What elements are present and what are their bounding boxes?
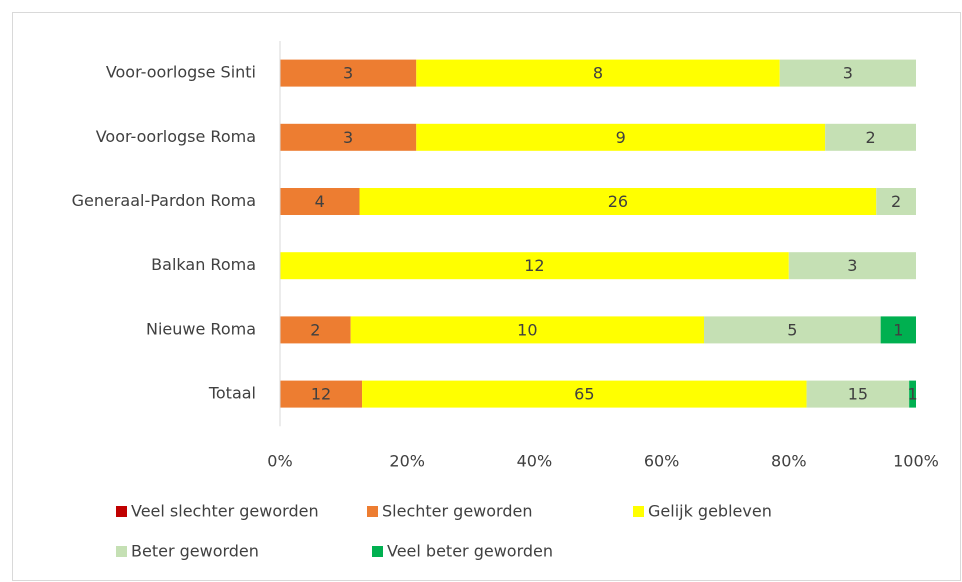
- data-label: 2: [891, 192, 901, 211]
- bar-segment: [350, 316, 704, 344]
- legend-label: Veel slechter geworden: [131, 502, 319, 521]
- legend-label: Beter geworden: [131, 542, 259, 561]
- data-label: 12: [524, 256, 544, 275]
- bar-segment: [280, 188, 360, 215]
- bar-segment: [416, 59, 780, 87]
- data-label: 3: [847, 256, 857, 275]
- bar-segment: [825, 123, 916, 151]
- bar-segment: [416, 123, 826, 151]
- data-label: 9: [616, 128, 626, 147]
- bar-segment: [806, 380, 910, 408]
- data-label: 10: [517, 320, 537, 339]
- y-tick-label: Voor-oorlogse Roma: [96, 127, 256, 146]
- data-label: 1: [907, 385, 917, 404]
- legend-label: Veel beter geworden: [387, 542, 553, 561]
- data-label: 3: [343, 64, 353, 83]
- data-label: 26: [608, 192, 628, 211]
- legend-swatch: [367, 506, 378, 517]
- data-label: 65: [574, 385, 594, 404]
- x-tick-label: 80%: [771, 452, 807, 471]
- bar-segment: [280, 252, 789, 280]
- data-label: 2: [310, 320, 320, 339]
- data-label: 3: [343, 128, 353, 147]
- bar-segment: [909, 380, 916, 408]
- data-label: 5: [787, 320, 797, 339]
- x-tick-label: 40%: [517, 452, 553, 471]
- data-label: 12: [311, 385, 331, 404]
- legend-swatch: [116, 546, 127, 557]
- y-tick-label: Voor-oorlogse Sinti: [106, 63, 256, 82]
- x-tick-label: 0%: [267, 452, 292, 471]
- bar-segment: [362, 380, 807, 408]
- legend-label: Gelijk gebleven: [648, 502, 772, 521]
- data-label: 8: [593, 64, 603, 83]
- x-tick-label: 100%: [893, 452, 939, 471]
- bar-segment: [880, 316, 916, 344]
- data-label: 2: [865, 128, 875, 147]
- bar-segment: [280, 380, 363, 408]
- bar-segment: [876, 188, 916, 215]
- legend-label: Slechter geworden: [382, 502, 532, 521]
- y-tick-label: Totaal: [208, 384, 256, 403]
- bar-segment: [788, 252, 916, 280]
- bar-segment: [704, 316, 881, 344]
- bar-segment: [280, 316, 351, 344]
- bar-segment: [779, 59, 916, 87]
- legend-swatch: [633, 506, 644, 517]
- x-tick-label: 20%: [389, 452, 425, 471]
- bar-segment: [280, 123, 417, 151]
- legend-swatch: [116, 506, 127, 517]
- data-label: 1: [893, 320, 903, 339]
- x-tick-label: 60%: [644, 452, 680, 471]
- legend-swatch: [372, 546, 383, 557]
- bar-segment: [359, 188, 877, 215]
- data-label: 4: [315, 192, 325, 211]
- y-tick-label: Nieuwe Roma: [146, 319, 256, 338]
- data-label: 3: [843, 64, 853, 83]
- y-tick-label: Balkan Roma: [151, 255, 256, 274]
- chart-border: [12, 12, 961, 581]
- bar-segment: [280, 59, 417, 87]
- data-label: 15: [848, 385, 868, 404]
- y-tick-label: Generaal-Pardon Roma: [72, 191, 256, 210]
